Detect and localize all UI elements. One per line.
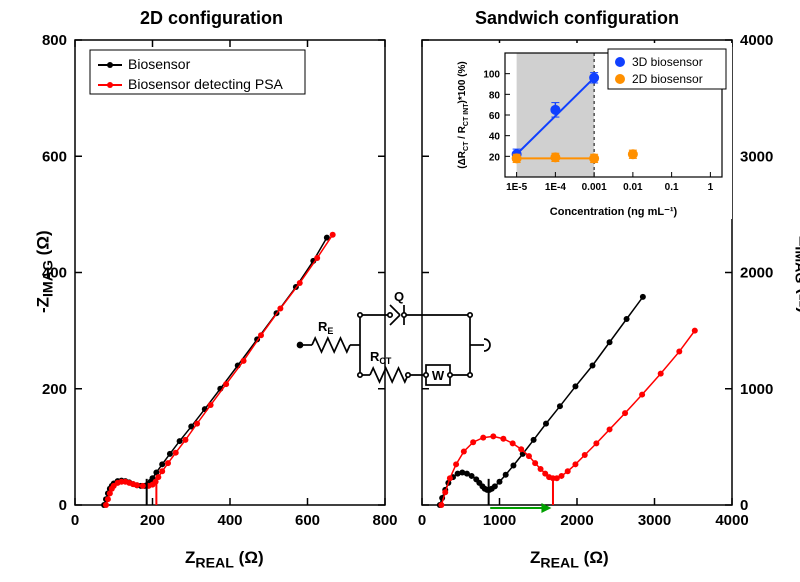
svg-text:0.001: 0.001 [582, 182, 607, 193]
svg-text:4000: 4000 [740, 32, 773, 49]
svg-text:Q: Q [394, 289, 404, 304]
svg-text:1E-4: 1E-4 [545, 182, 567, 193]
svg-text:Biosensor: Biosensor [128, 56, 191, 72]
svg-text:0: 0 [59, 497, 67, 514]
svg-text:0: 0 [740, 497, 748, 514]
svg-text:800: 800 [42, 32, 67, 49]
svg-text:800: 800 [372, 512, 397, 529]
svg-text:1: 1 [708, 182, 714, 193]
svg-text:200: 200 [42, 381, 67, 398]
svg-text:2000: 2000 [560, 512, 593, 529]
svg-text:1000: 1000 [740, 381, 773, 398]
plots-svg: 0200400600800020040060080001000200030004… [0, 0, 800, 582]
svg-text:0: 0 [71, 512, 79, 529]
svg-text:100: 100 [483, 70, 500, 81]
svg-text:RE: RE [318, 319, 333, 336]
svg-text:400: 400 [42, 265, 67, 282]
svg-text:0: 0 [418, 512, 426, 529]
svg-text:60: 60 [489, 111, 501, 122]
svg-text:3000: 3000 [740, 148, 773, 165]
svg-text:80: 80 [489, 90, 501, 101]
svg-text:4000: 4000 [715, 512, 748, 529]
svg-text:Concentration (ng mL⁻¹): Concentration (ng mL⁻¹) [550, 206, 678, 218]
svg-text:400: 400 [217, 512, 242, 529]
svg-text:200: 200 [140, 512, 165, 529]
svg-text:20: 20 [489, 152, 501, 163]
svg-text:3000: 3000 [638, 512, 671, 529]
svg-text:0.1: 0.1 [665, 182, 679, 193]
svg-text:1000: 1000 [483, 512, 516, 529]
svg-text:W: W [432, 368, 445, 383]
svg-text:600: 600 [42, 148, 67, 165]
svg-text:40: 40 [489, 132, 501, 143]
svg-text:2000: 2000 [740, 265, 773, 282]
svg-text:3D biosensor: 3D biosensor [632, 55, 703, 69]
svg-text:0.01: 0.01 [623, 182, 643, 193]
svg-text:Biosensor detecting PSA: Biosensor detecting PSA [128, 76, 284, 92]
svg-text:1E-5: 1E-5 [506, 182, 528, 193]
svg-text:600: 600 [295, 512, 320, 529]
svg-text:RCT: RCT [370, 349, 392, 366]
svg-text:2D biosensor: 2D biosensor [632, 72, 703, 86]
